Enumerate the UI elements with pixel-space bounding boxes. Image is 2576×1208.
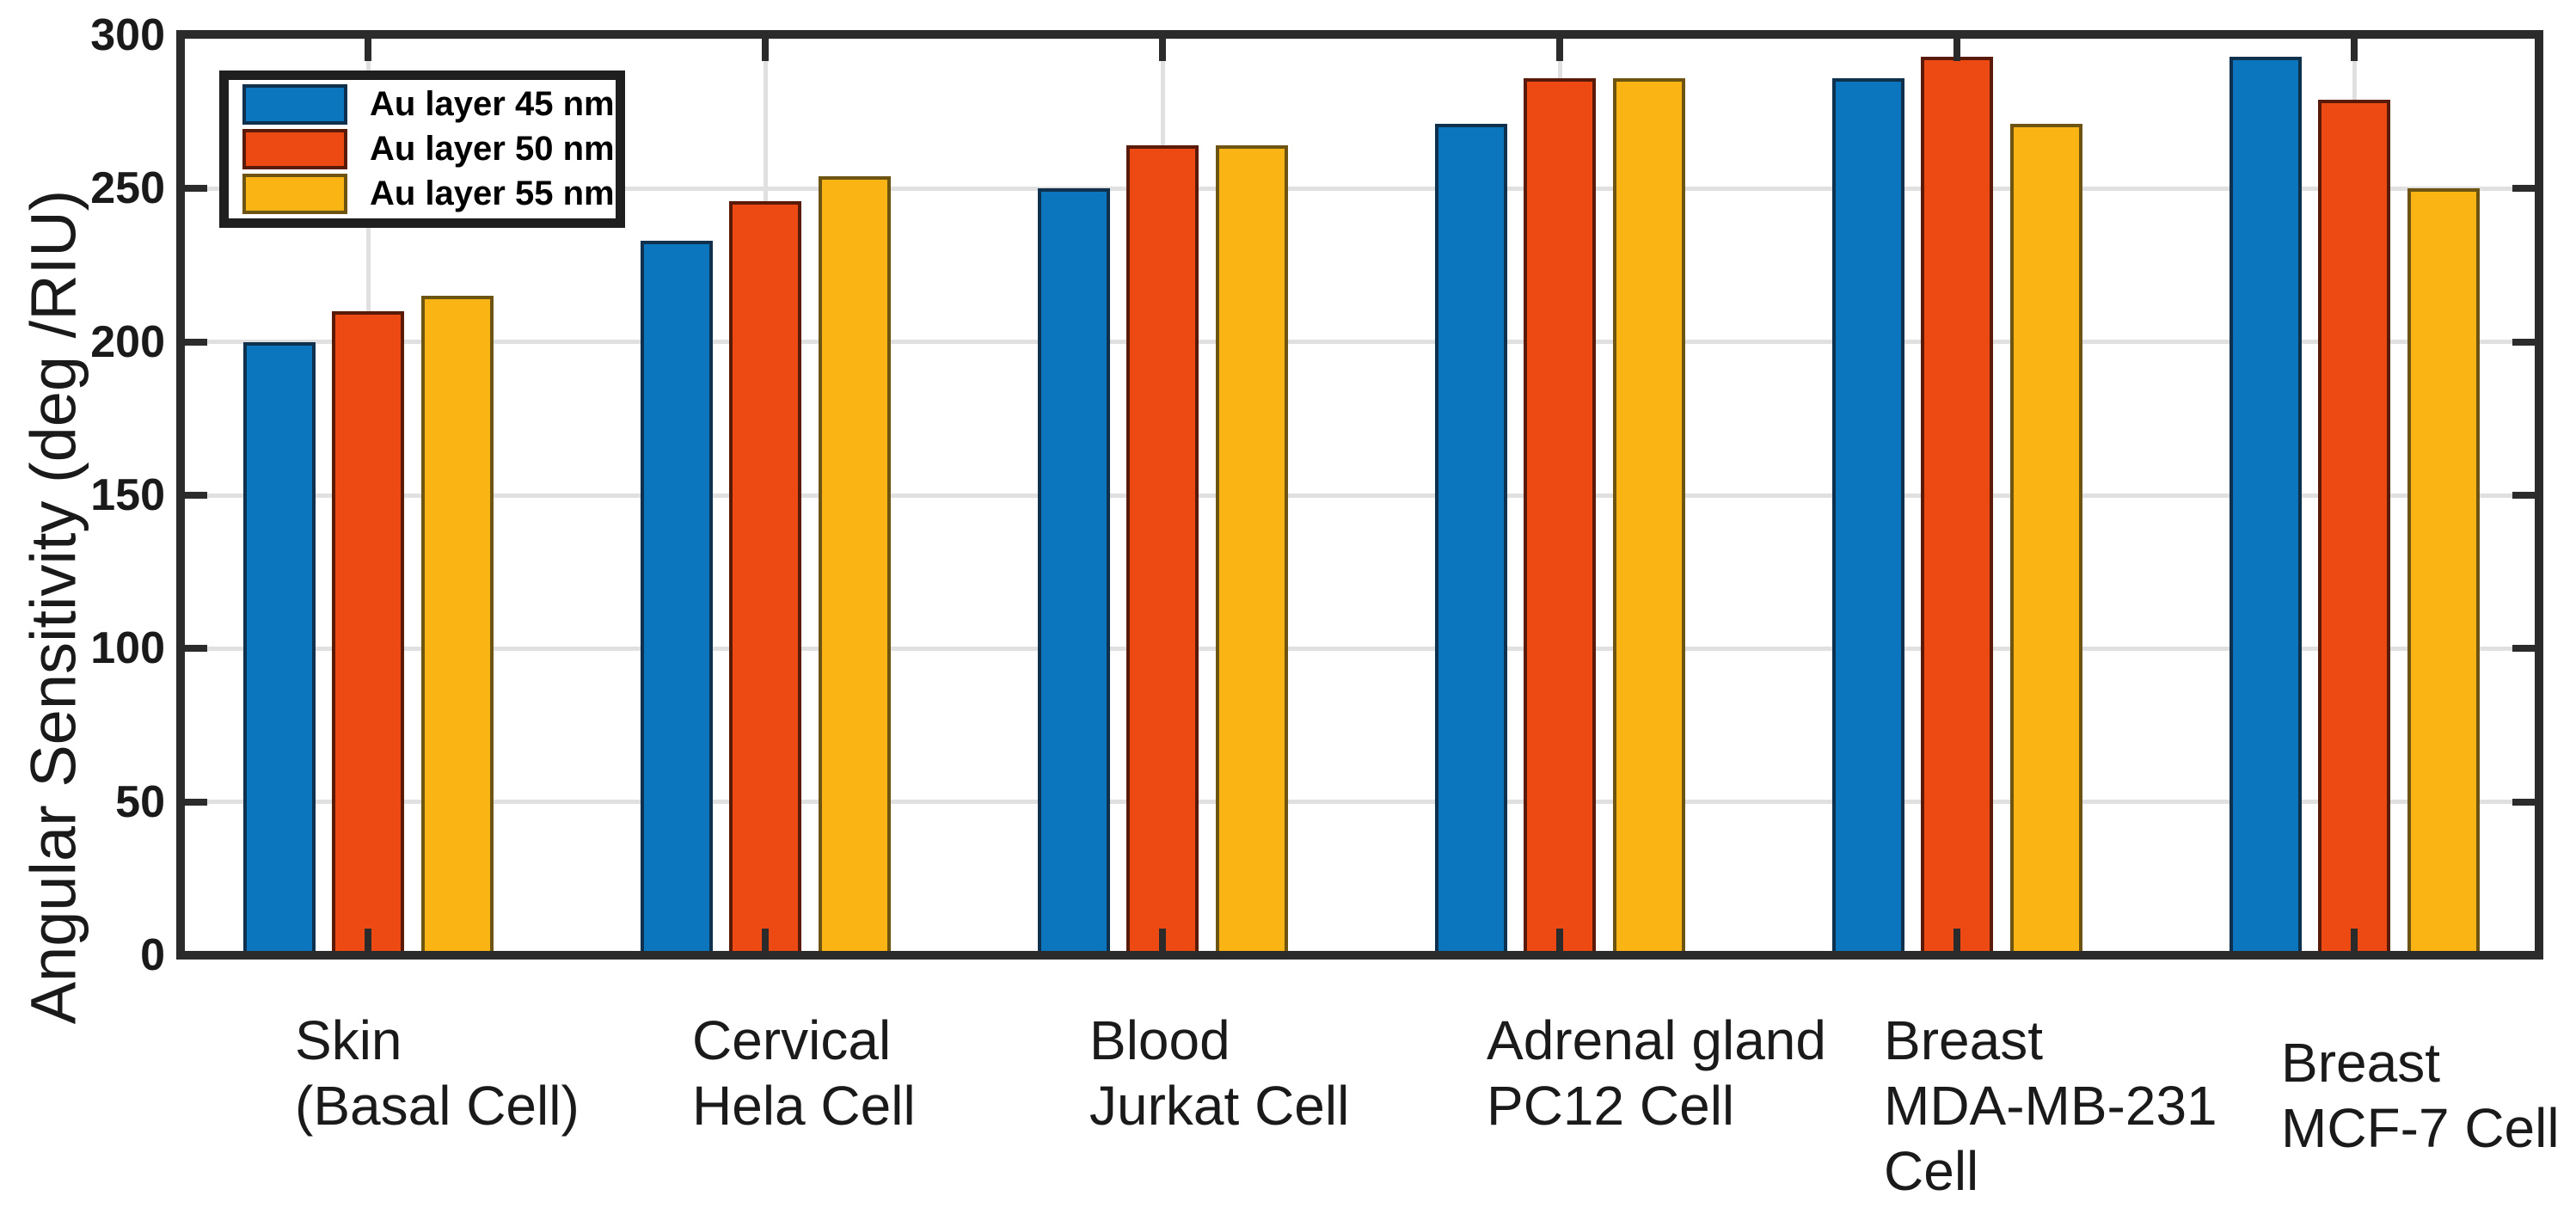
bar-2-au-layer-55-nm — [818, 176, 891, 955]
x-category-line: Skin — [295, 1009, 402, 1071]
x-tick-bottom — [365, 929, 371, 951]
legend: Au layer 45 nm Au layer 50 nm Au layer 55 … — [219, 71, 625, 228]
x-tick-bottom — [2351, 929, 2358, 951]
bar-5-au-layer-55-nm — [2009, 124, 2082, 955]
x-category-label: Adrenal gland PC12 Cell — [1487, 1008, 1826, 1138]
x-category-line: MCF-7 Cell — [2281, 1097, 2560, 1159]
y-tick-right — [2512, 645, 2535, 653]
y-tick-label: 250 — [90, 163, 165, 214]
x-category-line: Jurkat Cell — [1089, 1075, 1350, 1137]
bar-1-au-layer-55-nm — [420, 296, 494, 955]
bar-6-au-layer-55-nm — [2407, 188, 2480, 955]
y-gridline — [185, 646, 2535, 651]
x-tick-bottom — [1953, 929, 1960, 951]
x-tick-bottom — [1556, 929, 1563, 951]
x-category-label: Skin (Basal Cell) — [295, 1008, 580, 1138]
y-axis-label: Angular Sensitivity (deg /RIU) — [17, 189, 89, 1025]
bar-4-au-layer-45-nm — [1434, 124, 1507, 955]
bar-4-au-layer-55-nm — [1612, 77, 1685, 955]
x-category-line: Breast — [2281, 1032, 2440, 1094]
x-category-line: Blood — [1089, 1009, 1230, 1071]
y-tick-label: 100 — [90, 623, 165, 674]
bar-3-au-layer-55-nm — [1215, 145, 1288, 955]
axis-frame-left — [176, 30, 185, 960]
axis-frame-bottom — [176, 951, 2543, 960]
y-tick-right — [2512, 798, 2535, 806]
legend-swatch-icon — [242, 174, 347, 214]
y-gridline — [185, 186, 2535, 191]
y-gridline — [185, 800, 2535, 805]
bar-5-au-layer-45-nm — [1831, 77, 1904, 955]
y-tick-right — [2512, 492, 2535, 499]
x-category-line: PC12 Cell — [1487, 1075, 1735, 1137]
x-category-label: Breast MDA-MB-231 Cell — [1884, 1008, 2217, 1204]
y-tick-label: 150 — [90, 470, 165, 520]
x-tick-bottom — [1159, 929, 1166, 951]
x-tick-top — [1159, 39, 1166, 61]
x-category-line: Cell — [1884, 1140, 1979, 1202]
x-tick-bottom — [762, 929, 769, 951]
x-category-line: Hela Cell — [692, 1075, 916, 1137]
legend-label: Au layer 50 nm — [370, 130, 615, 168]
bar-1-au-layer-45-nm — [242, 341, 316, 955]
legend-item: Au layer 45 nm — [242, 84, 616, 125]
y-gridline — [185, 493, 2535, 498]
y-gridline — [185, 340, 2535, 345]
x-category-line: MDA-MB-231 — [1884, 1075, 2217, 1137]
bar-3-au-layer-45-nm — [1037, 188, 1110, 955]
legend-item: Au layer 50 nm — [242, 129, 616, 169]
bar-6-au-layer-50-nm — [2318, 99, 2390, 955]
y-tick-right — [2512, 338, 2535, 346]
x-category-line: (Basal Cell) — [295, 1075, 580, 1137]
y-tick-label: 50 — [115, 776, 165, 827]
bar-6-au-layer-45-nm — [2229, 56, 2302, 955]
x-category-line: Breast — [1884, 1009, 2043, 1071]
legend-swatch-icon — [242, 84, 347, 125]
legend-item: Au layer 55 nm — [242, 174, 616, 214]
legend-swatch-icon — [242, 129, 347, 169]
y-tick-left — [185, 338, 207, 346]
x-tick-top — [2351, 39, 2358, 61]
x-tick-top — [365, 39, 371, 61]
bar-4-au-layer-50-nm — [1524, 77, 1596, 955]
bar-2-au-layer-50-nm — [729, 200, 801, 955]
x-tick-top — [1556, 39, 1563, 61]
y-tick-right — [2512, 185, 2535, 193]
x-category-line: Cervical — [692, 1009, 892, 1071]
x-tick-top — [762, 39, 769, 61]
y-tick-left — [185, 645, 207, 653]
bar-2-au-layer-45-nm — [640, 240, 713, 955]
y-tick-left — [185, 185, 207, 193]
bar-3-au-layer-50-nm — [1126, 145, 1199, 955]
bar-1-au-layer-50-nm — [332, 311, 404, 955]
axis-frame-right — [2535, 30, 2543, 960]
legend-label: Au layer 55 nm — [370, 175, 615, 212]
x-tick-top — [1953, 39, 1960, 61]
x-category-label: Breast MCF-7 Cell — [2281, 1030, 2560, 1161]
y-tick-label: 300 — [90, 10, 165, 60]
x-category-line: Adrenal gland — [1487, 1009, 1826, 1071]
x-category-label: Cervical Hela Cell — [692, 1008, 916, 1138]
axis-frame-top — [176, 30, 2543, 39]
y-tick-label: 0 — [140, 930, 165, 980]
x-category-label: Blood Jurkat Cell — [1089, 1008, 1349, 1138]
y-tick-left — [185, 492, 207, 499]
y-tick-label: 200 — [90, 316, 165, 367]
y-tick-left — [185, 798, 207, 806]
bar-5-au-layer-50-nm — [1921, 56, 1993, 955]
legend-label: Au layer 45 nm — [370, 85, 615, 123]
